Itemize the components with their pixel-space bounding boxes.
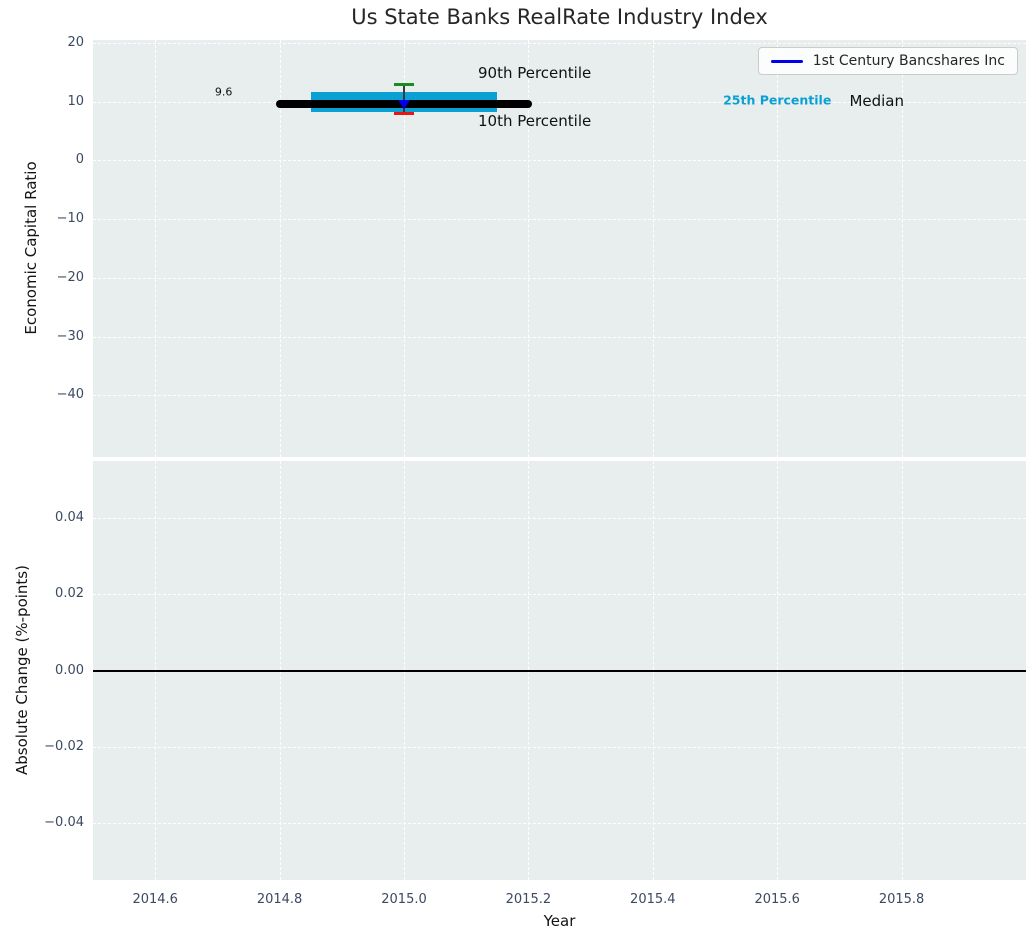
y-tick-label: −10 — [56, 211, 84, 227]
gridline — [93, 101, 1026, 103]
x-axis-label: Year — [543, 912, 576, 930]
gridline — [93, 518, 1026, 520]
gridline — [652, 40, 654, 457]
x-tick-label: 2014.8 — [256, 892, 303, 907]
annotation: Median — [849, 92, 904, 111]
gridline — [777, 40, 779, 457]
gridline — [93, 822, 1026, 824]
annotation: 25th Percentile — [723, 92, 832, 108]
gridline — [901, 40, 903, 457]
legend-line-swatch — [770, 59, 803, 63]
y-tick-label: 20 — [67, 34, 84, 50]
gridline — [93, 746, 1026, 748]
y-axis-label-top: Economic Capital Ratio — [22, 161, 40, 335]
annotation: 90th Percentile — [477, 63, 592, 82]
x-tick-label: 2014.6 — [132, 892, 178, 907]
annotation: 10th Percentile — [477, 112, 592, 131]
x-tick-label: 2015.6 — [754, 892, 800, 907]
gridline — [93, 42, 1026, 44]
x-tick-label: 2015.0 — [381, 892, 427, 907]
y-tick-label: −0.04 — [44, 814, 84, 830]
gridline — [279, 40, 281, 457]
gridline — [155, 40, 157, 457]
gridline — [93, 395, 1026, 397]
y-tick-label: 0 — [75, 152, 84, 168]
company-marker — [398, 100, 410, 110]
legend: 1st Century Bancshares Inc — [757, 47, 1018, 75]
y-tick-label: 0.04 — [55, 510, 84, 526]
x-tick-label: 2015.4 — [630, 892, 676, 907]
gridline — [528, 40, 530, 457]
gridline — [93, 594, 1026, 596]
top-subplot — [93, 40, 1026, 457]
y-tick-label: 0.00 — [55, 662, 84, 678]
whisker-line — [403, 84, 405, 114]
y-tick-label: −30 — [56, 328, 84, 344]
gridline — [404, 40, 405, 457]
annotation: 9.6 — [214, 85, 233, 99]
p90-cap — [394, 82, 414, 86]
y-tick-label: −20 — [56, 269, 84, 285]
y-tick-label: 10 — [67, 93, 84, 109]
y-tick-label: −40 — [56, 387, 84, 403]
legend-label: 1st Century Bancshares Inc — [812, 53, 1005, 69]
y-tick-label: 0.02 — [55, 586, 84, 602]
x-tick-label: 2015.8 — [878, 892, 925, 907]
gridline — [93, 277, 1026, 279]
x-tick-label: 2015.2 — [505, 892, 552, 907]
p10-cap — [394, 112, 414, 116]
zero-line — [93, 669, 1026, 672]
gridline — [93, 219, 1026, 221]
gridline — [93, 160, 1026, 162]
gridline — [93, 336, 1026, 338]
y-tick-label: −0.02 — [44, 738, 84, 754]
chart-title: Us State Banks RealRate Industry Index — [351, 5, 768, 29]
bottom-subplot — [93, 461, 1026, 880]
